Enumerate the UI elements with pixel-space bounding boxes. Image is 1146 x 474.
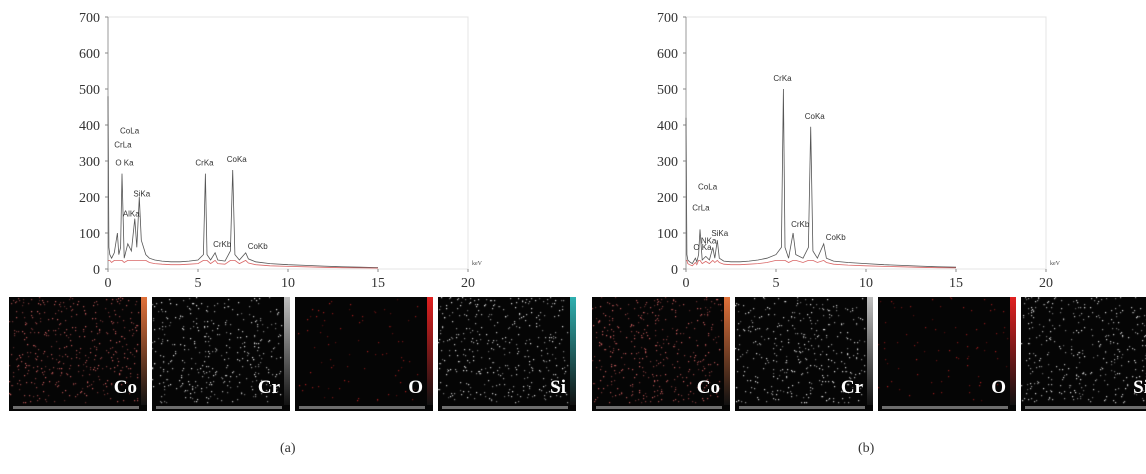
background-trace xyxy=(108,259,379,269)
x-unit-label: keV xyxy=(1050,261,1061,267)
map-dots xyxy=(438,297,576,411)
y-tick-label: 200 xyxy=(79,191,100,206)
element-label: O xyxy=(408,377,423,398)
y-tick-label: 300 xyxy=(79,155,100,170)
y-tick-label: 100 xyxy=(79,227,100,242)
element-map-cr: Cr xyxy=(152,297,290,411)
map-dots xyxy=(1021,297,1146,411)
spectrum-line xyxy=(685,88,957,268)
x-unit-label: keV xyxy=(472,261,483,267)
map-dots xyxy=(878,297,1016,411)
intensity-colorbar xyxy=(570,297,576,405)
element-label: Co xyxy=(696,377,720,398)
peak-label: SiKa xyxy=(711,229,728,238)
x-tick-label: 20 xyxy=(461,276,475,290)
element-label: O xyxy=(991,377,1006,398)
peak-label: CoKb xyxy=(248,242,269,251)
element-map-si: Si xyxy=(1021,297,1146,411)
scale-bar xyxy=(882,406,1008,409)
y-tick-label: 700 xyxy=(657,11,678,26)
peak-label: CrLa xyxy=(692,204,710,213)
element-map-o: O xyxy=(878,297,1016,411)
map-dots xyxy=(9,297,147,411)
y-tick-label: 400 xyxy=(657,119,678,134)
y-tick-label: 400 xyxy=(79,119,100,134)
peak-label: CoKa xyxy=(805,112,826,121)
plot-frame xyxy=(107,16,469,270)
y-tick-label: 0 xyxy=(671,263,678,278)
y-tick-label: 300 xyxy=(657,155,678,170)
peak-label: CrKa xyxy=(195,159,214,168)
x-tick-label: 5 xyxy=(195,276,202,290)
intensity-colorbar xyxy=(141,297,147,405)
intensity-colorbar xyxy=(867,297,873,405)
peak-label: CoKa xyxy=(227,155,248,164)
y-tick-label: 100 xyxy=(657,227,678,242)
peak-label: AlKa xyxy=(123,210,140,219)
intensity-colorbar xyxy=(427,297,433,405)
spectrum-line xyxy=(107,96,379,268)
y-tick-label: 600 xyxy=(79,47,100,62)
y-tick-label: 500 xyxy=(79,83,100,98)
peak-label: O Ka xyxy=(115,159,134,168)
peak-label: CrKb xyxy=(213,240,232,249)
element-map-si: Si xyxy=(438,297,576,411)
x-tick-label: 0 xyxy=(683,276,690,290)
element-map-co: Co xyxy=(592,297,730,411)
scale-bar xyxy=(299,406,425,409)
peak-label: CrLa xyxy=(114,141,132,150)
element-map-o: O xyxy=(295,297,433,411)
peak-label: CoKb xyxy=(826,233,847,242)
map-dots xyxy=(295,297,433,411)
map-dots xyxy=(592,297,730,411)
panel-caption-b: (b) xyxy=(858,441,875,456)
plot-frame xyxy=(685,16,1047,270)
element-label: Co xyxy=(113,377,137,398)
x-tick-label: 10 xyxy=(281,276,295,290)
y-tick-label: 600 xyxy=(657,47,678,62)
peak-label: SiKa xyxy=(133,190,150,199)
element-map-co: Co xyxy=(9,297,147,411)
y-tick-label: 500 xyxy=(657,83,678,98)
eds-spectrum-b: 0 100 200 300 400 500 600 700 0 5 10 15 20 keV O Ka CoL… xyxy=(657,11,1061,290)
scale-bar xyxy=(1025,406,1146,409)
element-label: Cr xyxy=(840,377,863,398)
x-tick-label: 0 xyxy=(105,276,112,290)
panel-caption-a: (a) xyxy=(280,441,296,456)
peak-label: NKa xyxy=(701,236,717,245)
element-label: Si xyxy=(1133,377,1146,398)
peak-label: CrKb xyxy=(791,220,810,229)
scale-bar xyxy=(442,406,568,409)
peak-label: CoLa xyxy=(120,127,140,136)
y-tick-label: 700 xyxy=(79,11,100,26)
peak-label: CoLa xyxy=(698,182,718,191)
element-maps-b: Co Cr O Si xyxy=(592,297,1146,411)
element-maps-a: Co Cr O Si xyxy=(9,297,576,411)
peak-label: O Ka xyxy=(693,243,712,252)
scale-bar xyxy=(596,406,722,409)
element-label: Si xyxy=(550,377,566,398)
intensity-colorbar xyxy=(284,297,290,405)
map-dots xyxy=(735,297,873,411)
eds-spectrum-a: 0 100 200 300 400 500 600 700 0 5 10 15 20 keV O Ka CoL… xyxy=(79,11,483,290)
element-label: Cr xyxy=(257,377,280,398)
background-trace xyxy=(686,259,957,269)
intensity-colorbar xyxy=(724,297,730,405)
map-dots xyxy=(152,297,290,411)
x-tick-label: 10 xyxy=(859,276,873,290)
peak-label: CrKa xyxy=(773,74,792,83)
x-tick-label: 15 xyxy=(371,276,385,290)
element-map-cr: Cr xyxy=(735,297,873,411)
intensity-colorbar xyxy=(1010,297,1016,405)
scale-bar xyxy=(13,406,139,409)
x-tick-label: 15 xyxy=(949,276,963,290)
y-tick-label: 0 xyxy=(93,263,100,278)
x-tick-label: 5 xyxy=(773,276,780,290)
scale-bar xyxy=(739,406,865,409)
y-tick-label: 200 xyxy=(657,191,678,206)
x-tick-label: 20 xyxy=(1039,276,1053,290)
scale-bar xyxy=(156,406,282,409)
